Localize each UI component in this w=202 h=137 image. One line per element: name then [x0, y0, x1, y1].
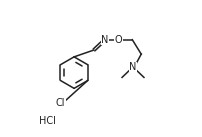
Text: HCl: HCl — [39, 116, 56, 126]
Text: N: N — [101, 35, 108, 45]
Text: O: O — [114, 35, 122, 45]
Text: N: N — [129, 62, 136, 72]
Text: Cl: Cl — [55, 98, 65, 108]
